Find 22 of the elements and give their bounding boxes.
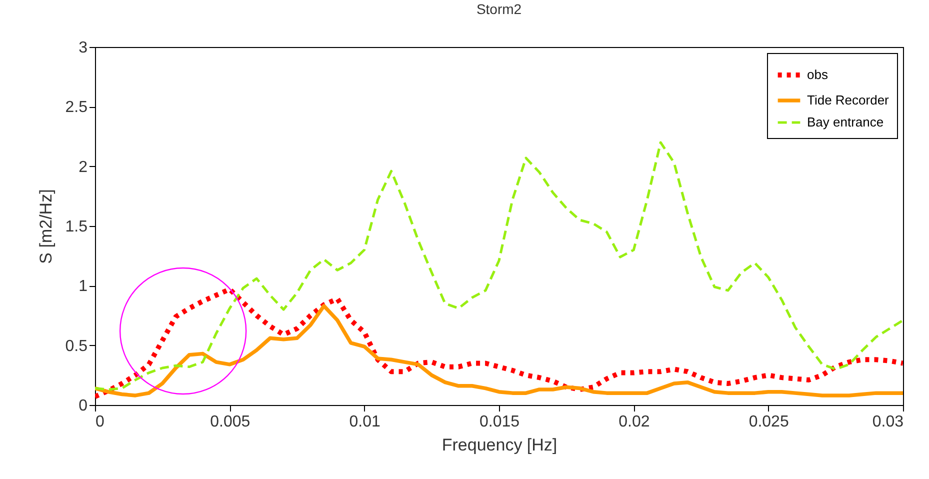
legend-label: Bay entrance [807,114,884,130]
y-tick-label: 1 [78,278,88,296]
x-tick-label: 0 [96,414,104,430]
legend-label: obs [807,67,828,82]
y-tick-label: 0.5 [65,338,88,355]
line-series [95,141,903,391]
x-tick-label: 0.02 [618,414,650,430]
legend-label: Tide Recorder [807,92,890,108]
x-tick-label: 0.025 [748,414,789,430]
y-tick-label: 2 [78,158,88,176]
x-tick-label: 0.005 [210,414,250,430]
chart-title: Storm2 [476,1,522,17]
x-tick-label: 0.01 [349,414,381,430]
y-tick-label: 0 [78,398,88,414]
y-tick-label: 3 [78,40,88,56]
x-tick-label: 0.03 [872,414,904,430]
line-series [95,304,903,398]
x-tick-label: 0.015 [479,414,520,430]
y-tick-label: 1.5 [65,218,88,236]
x-axis-title: Frequency [Hz] [442,436,558,454]
y-tick-label: 2.5 [65,99,88,116]
y-axis-title: S [m2/Hz] [36,189,56,264]
